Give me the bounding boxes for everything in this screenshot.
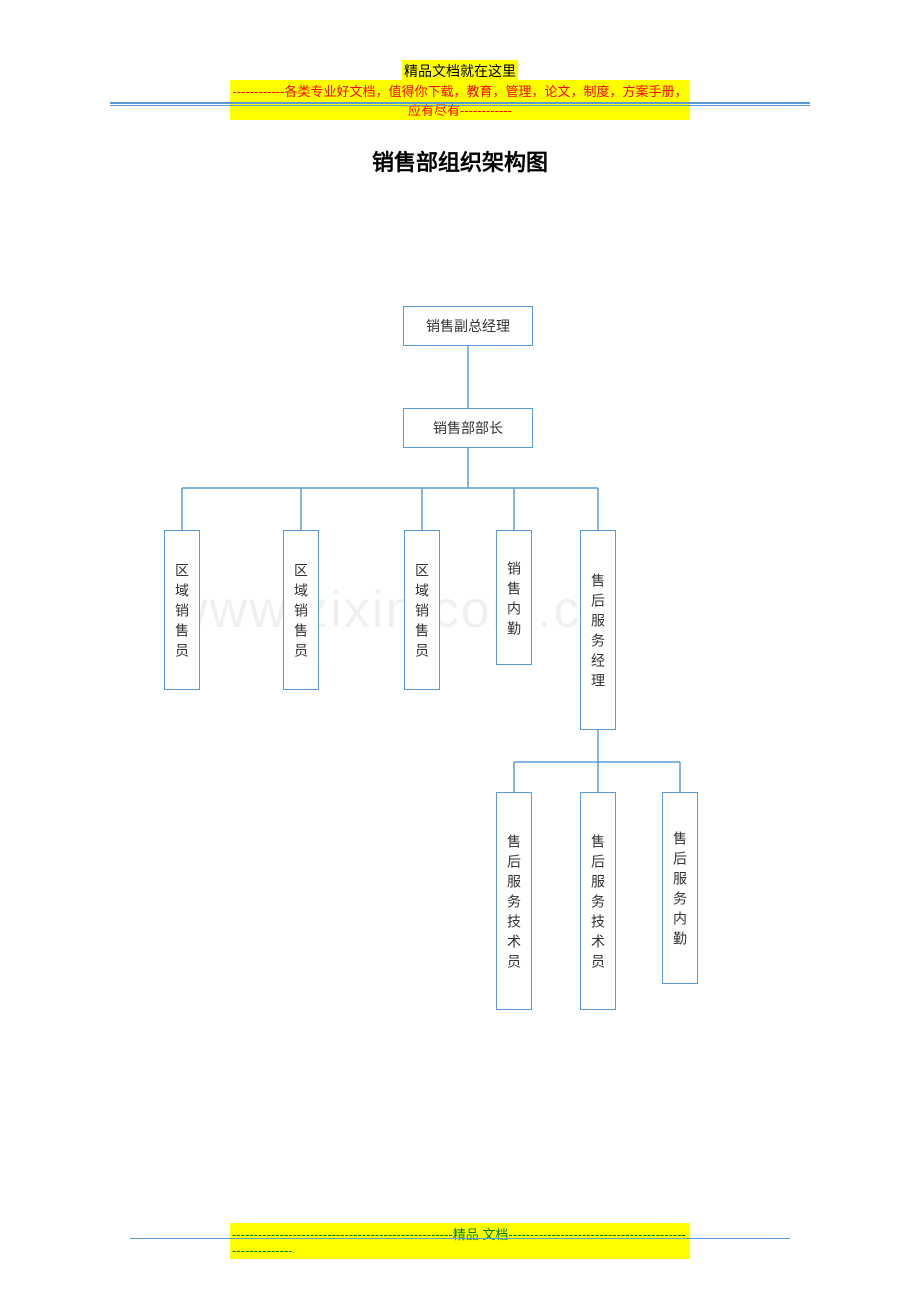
org-node-label: 售后服务技术员 [588, 834, 608, 974]
org-node-vp-sales: 销售副总经理 [403, 306, 533, 346]
header-highlight-line2: ------------各类专业好文档，值得你下载，教育，管理，论文，制度，方案… [230, 80, 690, 120]
org-node-label: 销售内勤 [504, 561, 524, 641]
org-chart-connectors [0, 0, 920, 1302]
org-node-label: 售后服务技术员 [504, 834, 524, 974]
org-node-label: 销售副总经理 [426, 316, 510, 336]
org-node-aftersales-mgr: 售后服务经理 [580, 530, 616, 730]
footer-rule [130, 1238, 790, 1239]
header-double-rule [110, 102, 810, 106]
org-node-label: 售后服务经理 [588, 573, 608, 693]
org-node-label: 区域销售员 [291, 563, 311, 663]
org-node-sales-backoffice: 销售内勤 [496, 530, 532, 665]
org-node-aftersales-backoffice: 售后服务内勤 [662, 792, 698, 984]
org-node-label: 销售部部长 [433, 418, 503, 438]
footer-highlight-text: ----------------------------------------… [230, 1223, 690, 1259]
watermark-text: www.zixin.com.cn [170, 580, 612, 640]
org-node-aftersales-tech-1: 售后服务技术员 [496, 792, 532, 1010]
org-node-aftersales-tech-2: 售后服务技术员 [580, 792, 616, 1010]
org-node-region-sales-2: 区域销售员 [283, 530, 319, 690]
org-node-sales-head: 销售部部长 [403, 408, 533, 448]
org-node-label: 区域销售员 [172, 563, 192, 663]
org-node-region-sales-1: 区域销售员 [164, 530, 200, 690]
org-node-label: 售后服务内勤 [670, 831, 690, 951]
header-highlight-line1: 精品文档就在这里 [402, 60, 518, 82]
org-node-label: 区域销售员 [412, 563, 432, 663]
page-title: 销售部组织架构图 [372, 145, 548, 177]
org-node-region-sales-3: 区域销售员 [404, 530, 440, 690]
